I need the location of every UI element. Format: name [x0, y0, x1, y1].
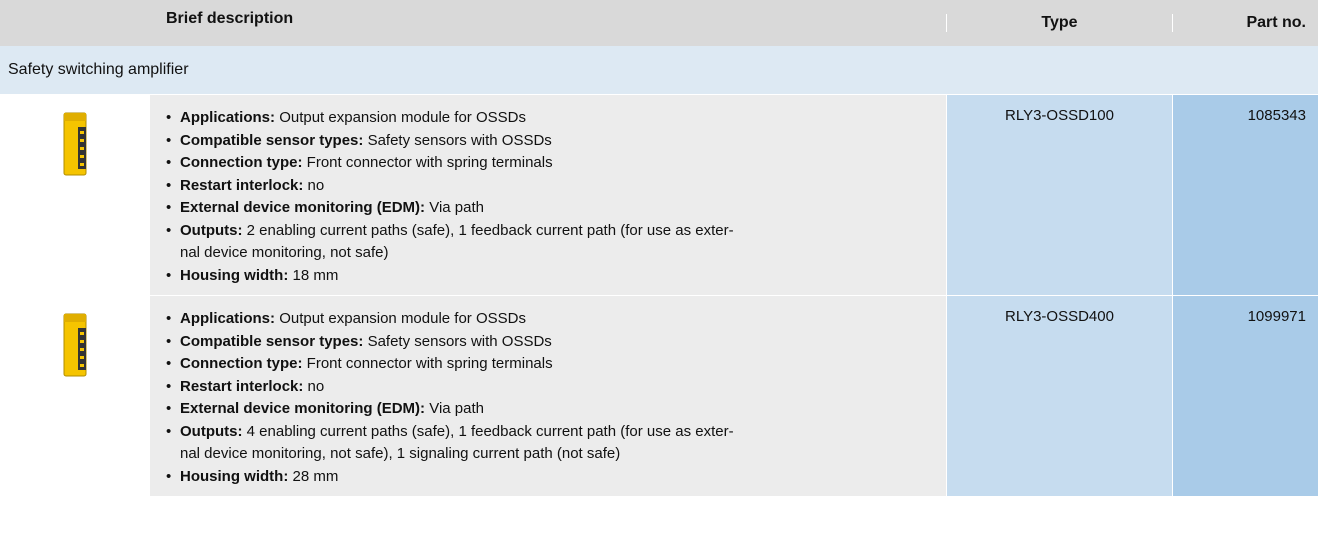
bullet-value: 28 mm [292, 467, 339, 485]
header-cell: Part no. [1172, 14, 1318, 32]
bullet-dot: • [166, 199, 172, 216]
header-cell: Brief description [166, 9, 294, 27]
product-icon [63, 112, 87, 176]
bullet-label: Compatible sensor types: [180, 131, 364, 149]
bullet-dot: • [166, 332, 172, 350]
bullet-dot: • [166, 467, 172, 485]
type-cell: RLY3-OSSD100 [946, 95, 1172, 295]
bullet-text: External device monitoring (EDM): Via pa… [180, 197, 484, 220]
bullet: • Connection type: Front connector with s… [166, 152, 946, 175]
bullet-label: Outputs: [180, 422, 243, 440]
bullet-dot: • [166, 377, 172, 395]
table-row: • Applications: Output expansion module f… [0, 295, 1318, 496]
bullet-text: Compatible sensor types: Safety sensors … [180, 130, 552, 153]
part-cell: 1099971 [1172, 296, 1318, 496]
bullet-label: Applications: [180, 109, 276, 126]
bullet: • Connection type: Front connector with s… [166, 353, 946, 376]
header-cell [0, 16, 150, 30]
table: Brief description Type Part no. Safety s… [0, 0, 1318, 496]
bullet-value: Safety sensors with OSSDs [367, 332, 552, 350]
bullet-dot: • [166, 131, 172, 149]
bullet: • Applications: Output expansion module f… [166, 107, 946, 130]
bullet-label: Outputs: [180, 221, 243, 239]
bullet-value: 2 enabling current paths (safe), 1 feedb… [246, 221, 734, 239]
bullet: • Compatible sensor types: Safety sensors… [166, 331, 946, 354]
bullet-value: 18 mm [292, 266, 339, 284]
bullet-value: Front connector with spring terminals [306, 154, 553, 171]
bullet-label: Connection type: [180, 355, 303, 372]
bullet-text: Housing width: 18 mm [180, 265, 338, 288]
bullet-value: Safety sensors with OSSDs [367, 131, 552, 149]
bullet-value: 4 enabling current paths (safe), 1 feedb… [246, 422, 734, 440]
bullet: • Housing width: 28 mm [166, 466, 946, 489]
bullet: • Outputs: 2 enabling current paths (safe… [166, 220, 946, 265]
bullet: • Housing width: 18 mm [166, 265, 946, 288]
bullet: • Restart interlock: no [166, 376, 946, 399]
header-row: Brief description Type Part no. [0, 0, 1318, 46]
image-cell [0, 95, 150, 295]
bullet-label: Restart interlock: [180, 377, 304, 395]
bullet-value: Front connector with spring terminals [306, 355, 553, 372]
bullet-label: Housing width: [180, 467, 289, 485]
bullet-text: Outputs: 2 enabling current paths (safe)… [180, 220, 734, 265]
bullet-label: Housing width: [180, 266, 289, 284]
bullet-dot: • [166, 221, 172, 239]
bullet-text: Outputs: 4 enabling current paths (safe)… [180, 421, 734, 466]
bullet-label: Compatible sensor types: [180, 332, 364, 350]
image-cell [0, 296, 150, 496]
type-cell: RLY3-OSSD400 [946, 296, 1172, 496]
bullet-text: Connection type: Front connector with sp… [180, 152, 553, 175]
bullet-dot: • [166, 109, 172, 126]
group-row: Safety switching amplifier [0, 46, 1318, 94]
bullet-dot: • [166, 422, 172, 440]
bullet: • Compatible sensor types: Safety sensors… [166, 130, 946, 153]
bullet-text: Applications: Output expansion module fo… [180, 107, 526, 130]
bullet-value: nal device monitoring, not safe) [180, 244, 389, 261]
bullet-dot: • [166, 154, 172, 171]
bullet-dot: • [166, 400, 172, 417]
bullet-text: Restart interlock: no [180, 376, 324, 399]
bullet-label: External device monitoring (EDM): [180, 400, 426, 417]
description-cell: • Applications: Output expansion module f… [150, 296, 946, 496]
bullet-value: no [307, 176, 325, 194]
bullet-text: Compatible sensor types: Safety sensors … [180, 331, 552, 354]
bullet-value: Output expansion module for OSSDs [279, 310, 526, 327]
bullet: • Outputs: 4 enabling current paths (safe… [166, 421, 946, 466]
bullet-text: Housing width: 28 mm [180, 466, 338, 489]
bullet-value: no [307, 377, 325, 395]
bullet-label: Connection type: [180, 154, 303, 171]
bullet: • External device monitoring (EDM): Via p… [166, 197, 946, 220]
bullet-text: External device monitoring (EDM): Via pa… [180, 398, 484, 421]
part-cell: 1085343 [1172, 95, 1318, 295]
bullet-dot: • [166, 355, 172, 372]
bullet: • Applications: Output expansion module f… [166, 308, 946, 331]
bullet-dot: • [166, 176, 172, 194]
bullet-value: nal device monitoring, not safe), 1 sign… [180, 445, 621, 462]
bullet: • Restart interlock: no [166, 175, 946, 198]
description-cell: • Applications: Output expansion module f… [150, 95, 946, 295]
header-cell: Type [946, 14, 1172, 32]
bullet-value: Via path [429, 400, 484, 417]
bullet-dot: • [166, 266, 172, 284]
product-icon [63, 313, 87, 377]
bullet-dot: • [166, 310, 172, 327]
bullet-label: External device monitoring (EDM): [180, 199, 426, 216]
bullet-value: Output expansion module for OSSDs [279, 109, 526, 126]
bullet-text: Applications: Output expansion module fo… [180, 308, 526, 331]
bullet-value: Via path [429, 199, 484, 216]
bullet-text: Restart interlock: no [180, 175, 324, 198]
bullet-label: Restart interlock: [180, 176, 304, 194]
bullet: • External device monitoring (EDM): Via p… [166, 398, 946, 421]
bullet-label: Applications: [180, 310, 276, 327]
table-row: • Applications: Output expansion module f… [0, 94, 1318, 295]
bullet-text: Connection type: Front connector with sp… [180, 353, 553, 376]
